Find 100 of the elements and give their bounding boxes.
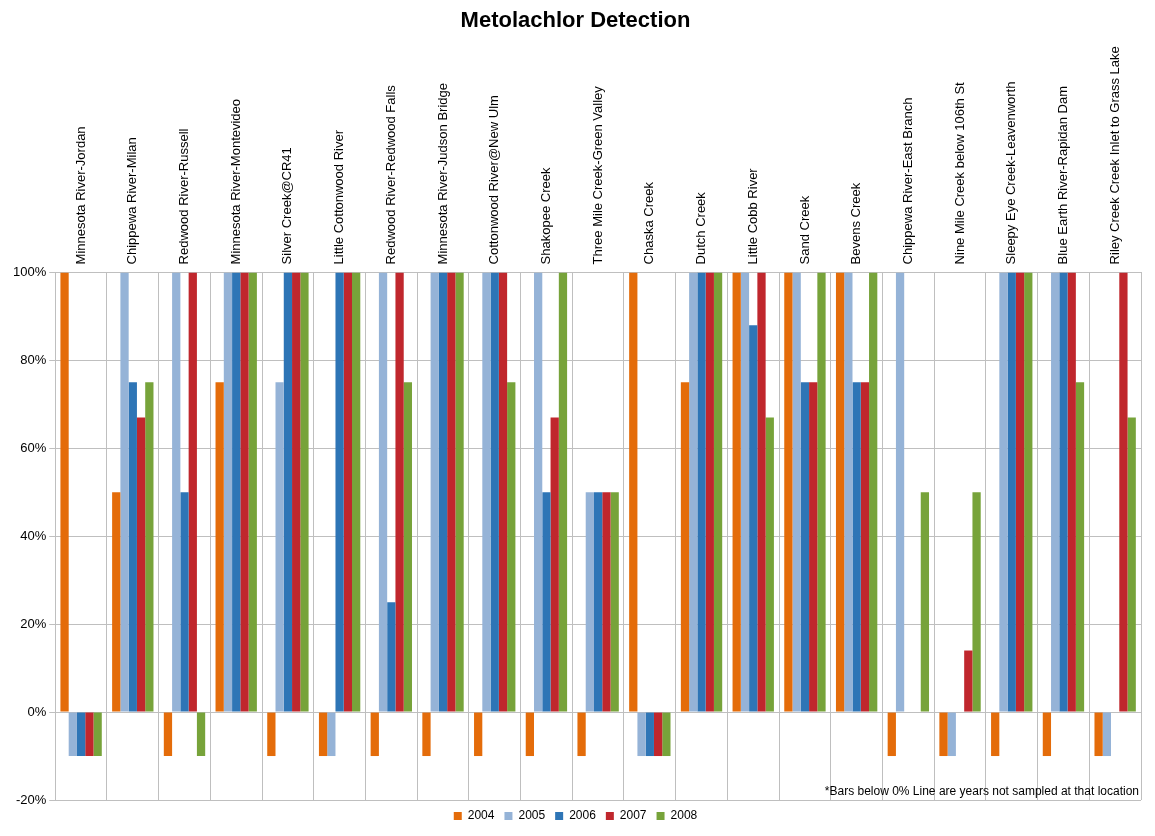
- legend-label: 2005: [518, 808, 546, 823]
- bar: [240, 272, 249, 712]
- bar: [637, 712, 646, 757]
- bar: [482, 272, 491, 712]
- bar: [602, 492, 611, 712]
- y-tick-label: 80%: [20, 351, 47, 367]
- bar: [93, 712, 102, 757]
- bar: [784, 272, 793, 712]
- legend-label: 2008: [670, 808, 698, 823]
- bar: [172, 272, 181, 712]
- bar: [387, 602, 396, 712]
- x-tick-label: Redwood River-Russell: [176, 128, 192, 265]
- bar: [689, 272, 698, 712]
- x-tick-label: Chippewa River-Milan: [124, 137, 140, 265]
- bar: [507, 382, 516, 712]
- x-tick-label: Dutch Creek: [693, 191, 709, 265]
- bar: [395, 272, 404, 712]
- bar: [740, 272, 750, 712]
- bar: [1051, 272, 1060, 712]
- bar: [85, 712, 94, 757]
- y-tick-label: 0%: [27, 703, 47, 719]
- bar: [1042, 712, 1052, 757]
- x-tick-label: Blue Earth River-Rapidan Dam: [1055, 85, 1071, 265]
- bar: [964, 650, 973, 712]
- bar: [920, 492, 930, 712]
- bar: [283, 272, 293, 712]
- bar: [844, 272, 853, 712]
- bar: [1119, 272, 1128, 712]
- x-tick-label: Bevens Creek: [848, 182, 864, 265]
- y-tick-label: 100%: [13, 263, 47, 279]
- y-tick-label: 20%: [20, 615, 47, 631]
- x-tick-label: Cottonwood River@New Ulm: [486, 95, 502, 265]
- bar: [534, 272, 543, 712]
- bar: [498, 272, 508, 712]
- bar: [705, 272, 714, 712]
- bar: [1102, 712, 1112, 757]
- bar: [215, 382, 224, 712]
- x-tick-label: Redwood River-Redwood Falls: [382, 84, 398, 265]
- bar: [490, 272, 499, 712]
- bar: [267, 712, 276, 757]
- bar: [800, 382, 810, 712]
- bar: [1024, 272, 1033, 712]
- bar: [335, 272, 344, 712]
- bar: [525, 712, 535, 757]
- x-tick-label: Little Cottonwood River: [331, 129, 347, 265]
- bar: [163, 712, 173, 757]
- bar: [1075, 382, 1085, 712]
- bar: [947, 712, 956, 757]
- bar: [991, 712, 1000, 757]
- bar: [817, 272, 826, 712]
- bar: [1015, 272, 1025, 712]
- x-tick-label: Minnesota River-Jordan: [72, 126, 88, 265]
- bar: [343, 272, 353, 712]
- bar: [662, 712, 671, 757]
- bar: [887, 712, 896, 757]
- bar: [895, 272, 905, 712]
- bar: [629, 272, 638, 712]
- bar: [1094, 712, 1103, 757]
- bar: [542, 492, 551, 712]
- x-tick-label: Riley Creek Creek Inlet to Grass Lake: [1106, 46, 1122, 265]
- bar: [835, 272, 845, 712]
- x-tick-label: Minnesota River-Montevideo: [227, 98, 243, 265]
- bar: [852, 382, 861, 712]
- bar: [809, 382, 818, 712]
- bar: [1059, 272, 1068, 712]
- bar: [120, 272, 129, 712]
- bar: [792, 272, 801, 712]
- x-tick-label: Shakopee Creek: [538, 167, 553, 265]
- x-tick-label: Chaska Creek: [641, 181, 657, 265]
- bar: [403, 382, 412, 712]
- bar: [585, 492, 594, 712]
- y-tick-label: 40%: [20, 527, 47, 543]
- bar: [577, 712, 586, 757]
- bar: [112, 492, 121, 712]
- x-tick-label: Three Mile Creek-Green Valley: [589, 85, 605, 265]
- bar: [292, 272, 301, 712]
- bar: [474, 712, 483, 757]
- x-tick-label: Sand Creek: [796, 195, 812, 265]
- bar: [223, 272, 233, 712]
- bar: [128, 382, 137, 712]
- bar: [352, 272, 361, 712]
- bar: [438, 272, 448, 712]
- bar: [318, 712, 328, 757]
- bar: [136, 417, 146, 712]
- x-tick-label: Chippewa River-East Branch: [899, 97, 915, 265]
- bar: [653, 712, 663, 757]
- bar: [145, 382, 154, 712]
- bar: [447, 272, 456, 712]
- bar: [188, 272, 197, 712]
- x-tick-label: Silver Creek@CR41: [279, 147, 295, 265]
- bar: [972, 492, 981, 712]
- bar: [610, 492, 619, 712]
- x-tick-label: Little Cobb River: [744, 167, 760, 265]
- bar: [860, 382, 870, 712]
- legend-label: 2004: [467, 808, 495, 823]
- bar: [550, 417, 559, 712]
- bar: [765, 417, 774, 712]
- bar: [645, 712, 654, 757]
- bar: [757, 272, 766, 712]
- bar: [76, 712, 86, 757]
